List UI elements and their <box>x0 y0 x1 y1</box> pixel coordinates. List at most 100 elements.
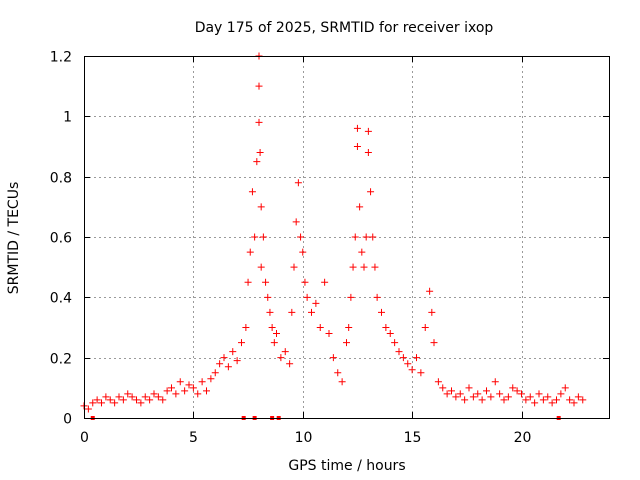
data-point <box>242 324 250 331</box>
data-point <box>194 390 202 398</box>
data-point <box>321 278 329 286</box>
data-point <box>518 390 525 398</box>
x-tick-label: 15 <box>404 430 422 446</box>
data-point <box>504 393 512 401</box>
data-point <box>456 390 464 398</box>
data-point <box>253 158 261 166</box>
data-point <box>434 378 442 386</box>
data-point <box>544 393 552 401</box>
data-point <box>238 339 245 347</box>
data-point <box>391 339 399 347</box>
data-point <box>364 127 372 135</box>
data-point <box>141 393 149 401</box>
data-point <box>329 354 337 362</box>
data-point <box>257 203 265 211</box>
data-point <box>251 233 259 241</box>
data-point <box>353 124 361 132</box>
y-axis-label: SRMTID / TECUs <box>6 182 22 295</box>
data-point <box>452 393 460 401</box>
data-point <box>351 233 359 241</box>
data-point <box>358 248 366 256</box>
data-point <box>137 399 145 407</box>
data-point <box>297 233 305 241</box>
data-point <box>469 393 477 401</box>
data-point <box>343 339 350 347</box>
data-point <box>353 143 361 150</box>
data-point <box>150 390 158 398</box>
y-tick-label: 0.8 <box>50 171 72 187</box>
data-point <box>259 233 267 241</box>
data-point <box>369 233 377 241</box>
data-point <box>119 396 127 404</box>
x-tick-label: 20 <box>514 430 532 446</box>
data-point <box>277 354 285 362</box>
data-point <box>303 293 311 301</box>
grid-lines <box>84 56 609 418</box>
data-point <box>290 263 298 271</box>
x-tick-label: 10 <box>295 430 313 446</box>
data-point <box>93 396 101 404</box>
data-point <box>373 293 381 301</box>
data-point <box>345 324 353 331</box>
data-point <box>483 387 490 395</box>
data-point <box>312 299 320 307</box>
data-point <box>349 263 357 271</box>
data-point <box>496 390 504 398</box>
data-point <box>526 393 534 401</box>
data-point <box>395 348 403 356</box>
data-point <box>417 369 425 377</box>
data-point <box>371 263 379 271</box>
data-point <box>428 308 436 316</box>
y-tick-label: 0.4 <box>50 291 72 307</box>
data-point <box>98 399 105 407</box>
data-point <box>248 188 256 196</box>
data-point <box>557 390 565 398</box>
data-point <box>84 405 92 413</box>
data-point <box>430 339 438 347</box>
data-point <box>553 396 560 404</box>
data-point <box>308 308 315 316</box>
data-point <box>421 324 429 331</box>
data-point <box>531 399 539 407</box>
data-point <box>439 384 447 392</box>
data-point <box>378 308 385 316</box>
data-point <box>281 348 289 356</box>
data-point <box>574 393 582 401</box>
chart-title: Day 175 of 2025, SRMTID for receiver ixo… <box>195 20 494 36</box>
x-axis-label: GPS time / hours <box>288 458 405 474</box>
data-point <box>408 366 416 374</box>
data-point <box>465 384 473 392</box>
data-point <box>229 348 237 356</box>
data-point <box>146 396 154 404</box>
y-tick-label: 1 <box>63 110 72 126</box>
data-point <box>128 393 136 401</box>
data-point <box>478 396 486 404</box>
data-point <box>106 396 114 404</box>
data-point <box>491 378 499 386</box>
data-point <box>513 387 521 395</box>
data-point <box>522 396 530 404</box>
data-point <box>325 330 333 338</box>
data-point <box>176 378 184 386</box>
y-tick-label: 1.2 <box>50 50 72 66</box>
data-point <box>154 393 162 401</box>
data-point <box>203 387 210 395</box>
data-point <box>570 399 578 407</box>
data-point <box>266 308 274 316</box>
data-point <box>443 390 451 398</box>
data-point <box>461 396 469 404</box>
data-point <box>255 82 263 90</box>
data-point <box>255 118 263 126</box>
data-point <box>509 384 517 392</box>
data-point <box>301 278 309 286</box>
data-point <box>347 293 355 301</box>
data-point <box>262 278 270 286</box>
data-point <box>172 390 180 398</box>
data-point <box>220 354 228 362</box>
data-point <box>566 396 574 404</box>
data-point <box>288 308 296 316</box>
data-point <box>133 396 140 404</box>
data-point <box>334 369 342 377</box>
data-point <box>286 360 294 368</box>
